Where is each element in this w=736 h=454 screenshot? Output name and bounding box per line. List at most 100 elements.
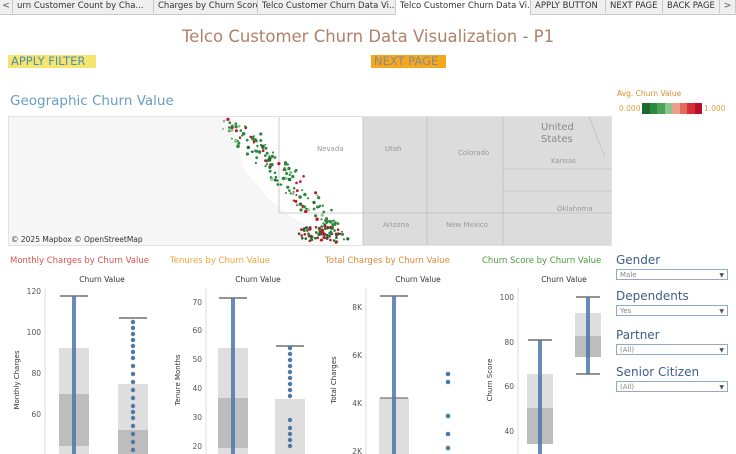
churn-point <box>314 226 318 229</box>
churn-point <box>221 127 225 131</box>
select-value: Male <box>620 271 637 279</box>
churn-point <box>306 229 309 232</box>
churn-point <box>329 230 332 233</box>
churn-point <box>336 228 340 231</box>
churn-point <box>287 166 291 171</box>
churn-point <box>245 152 249 156</box>
partner-select[interactable]: (All) ▼ <box>616 344 728 355</box>
map-title: Geographic Churn Value <box>10 93 174 109</box>
next-page-button[interactable]: NEXT PAGE <box>371 55 446 68</box>
churn-point <box>341 230 344 233</box>
churn-point <box>314 214 318 218</box>
churn-point <box>318 232 322 236</box>
churn-point <box>291 192 295 196</box>
churn-point <box>312 200 316 205</box>
churn-point <box>270 177 274 181</box>
churn-point <box>234 138 238 142</box>
churn-point <box>277 162 281 166</box>
select-value: (All) <box>620 346 635 354</box>
churn-point <box>312 207 316 211</box>
select-value: Yes <box>620 307 632 315</box>
map-label-new-mexico: New Mexico <box>446 221 488 229</box>
senior-citizen-select[interactable]: (All) ▼ <box>616 381 728 392</box>
churn-point <box>239 136 242 140</box>
total-charges-boxplot[interactable]: Churn Value Total Charges 8K 6K 4K 2K <box>324 270 480 454</box>
churn-points-layer <box>221 117 350 244</box>
churn-point <box>234 122 238 126</box>
churn-point <box>256 144 259 147</box>
churn-point <box>279 183 282 186</box>
churn-point <box>295 189 299 192</box>
churn-point <box>333 222 337 226</box>
churn-point <box>306 208 310 212</box>
churn-point <box>261 146 263 149</box>
tick-label: 60 <box>504 382 514 391</box>
chart-header: Churn Value <box>79 275 125 284</box>
churn-point <box>268 169 272 173</box>
tenure-chart-title: Tenures by Churn Value <box>170 256 271 266</box>
churn-map[interactable]: Nevada Utah Colorado Kansas Arizona New … <box>8 116 612 246</box>
map-basemap <box>9 117 611 245</box>
churn-point <box>288 189 291 192</box>
churn-point <box>325 236 329 239</box>
churn-point <box>330 227 334 230</box>
legend-title: Avg. Churn Value <box>617 89 682 98</box>
churn-point <box>324 218 329 223</box>
churn-point <box>336 233 340 236</box>
y-axis-label: Tenure Months <box>174 354 182 406</box>
churn-point <box>306 197 309 200</box>
churn-point <box>330 208 333 212</box>
tab-churn-viz-1[interactable]: Telco Customer Churn Data Vi... <box>258 0 396 13</box>
churn-point <box>295 194 298 196</box>
map-label-oklahoma: Oklahoma <box>557 205 593 213</box>
churn-point <box>241 134 243 137</box>
churn-point <box>302 205 306 209</box>
churn-point <box>228 121 232 124</box>
churn-point <box>317 196 321 200</box>
tick-label: 100 <box>27 328 42 337</box>
churn-point <box>341 232 344 236</box>
chevron-down-icon: ▼ <box>719 308 724 315</box>
churn-point <box>303 233 307 236</box>
churn-point <box>239 129 243 132</box>
tick-label: 80 <box>31 369 41 378</box>
tab-scroll-left-icon[interactable]: < <box>0 0 13 13</box>
churn-point <box>292 199 295 202</box>
churn-point <box>335 236 338 239</box>
tick-label: 8K <box>352 303 363 312</box>
churn-point <box>303 229 306 232</box>
churn-point <box>253 135 255 137</box>
chevron-down-icon: ▼ <box>719 272 724 279</box>
churn-point <box>319 238 323 242</box>
tab-back-page[interactable]: BACK PAGE <box>663 0 720 13</box>
tick-label: 6K <box>352 351 363 360</box>
churn-point <box>292 187 296 190</box>
churn-point <box>333 229 336 232</box>
apply-filter-button[interactable]: APPLY FILTER <box>8 55 96 68</box>
churn-point <box>244 125 247 128</box>
churn-point <box>299 208 303 212</box>
tick-label: 120 <box>27 287 42 296</box>
churn-point <box>267 158 272 162</box>
tab-churn-viz-2[interactable]: Telco Customer Churn Data Vi... <box>396 0 531 15</box>
tab-scroll-right-icon[interactable]: > <box>720 0 736 13</box>
churn-point <box>273 178 277 182</box>
churn-score-boxplot[interactable]: Churn Value Churn Score 100 80 60 40 <box>480 270 612 454</box>
churn-point <box>307 232 310 236</box>
tab-churn-count[interactable]: urn Customer Count by Cha... <box>13 0 154 13</box>
churn-point <box>307 234 311 238</box>
tab-next-page[interactable]: NEXT PAGE <box>606 0 663 13</box>
monthly-charges-boxplot[interactable]: Churn Value Monthly Charges 120 100 80 6… <box>8 270 166 454</box>
churn-point <box>254 161 257 165</box>
chart-header: Churn Value <box>235 275 281 284</box>
churn-point <box>315 217 319 221</box>
chevron-down-icon: ▼ <box>719 384 724 391</box>
tab-apply-button[interactable]: APPLY BUTTON <box>531 0 606 13</box>
tab-charges-by-score[interactable]: Charges by Churn Score <box>154 0 258 13</box>
gender-select[interactable]: Male ▼ <box>616 269 728 280</box>
tenure-boxplot[interactable]: Churn Value Tenure Months 70 60 50 40 30… <box>168 270 324 454</box>
tick-label: 20 <box>192 442 202 451</box>
dependents-select[interactable]: Yes ▼ <box>616 305 728 316</box>
churn-point <box>228 126 231 129</box>
churn-point <box>303 192 307 197</box>
